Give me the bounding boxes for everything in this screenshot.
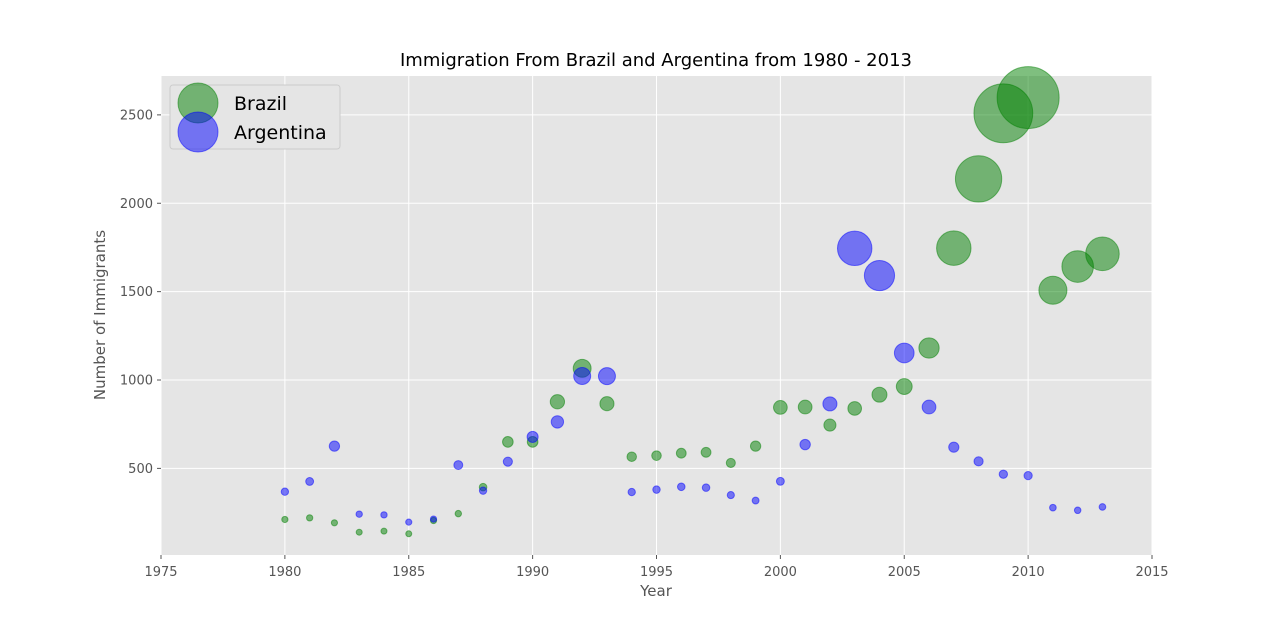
y-axis-label: Number of Immigrants <box>91 230 109 400</box>
bubble-brazil <box>405 530 413 538</box>
bubble-brazil <box>306 514 314 522</box>
bubble-brazil <box>773 400 788 415</box>
bubble-brazil <box>380 527 388 535</box>
bubble-argentina <box>550 415 565 429</box>
bubble-brazil <box>700 446 712 458</box>
x-tick-label: 1980 <box>268 565 301 580</box>
bubble-argentina <box>355 510 363 518</box>
bubble-argentina <box>775 476 785 486</box>
bubble-argentina <box>836 230 873 267</box>
bubble-brazil <box>797 399 813 415</box>
bubble-argentina <box>893 342 915 364</box>
bubble-argentina <box>1049 503 1057 512</box>
bubble-argentina <box>973 456 984 467</box>
bubble-argentina <box>1073 506 1082 515</box>
bubble-argentina <box>751 496 760 505</box>
bubble-argentina <box>627 487 636 497</box>
x-tick-label: 2015 <box>1135 565 1168 580</box>
x-tick-label: 2005 <box>888 565 921 580</box>
bubble-argentina <box>726 490 735 500</box>
x-tick-label: 1985 <box>392 565 425 580</box>
bubble-brazil <box>454 509 463 518</box>
x-tick-label: 1990 <box>516 565 549 580</box>
bubble-brazil <box>749 440 762 452</box>
x-tick-label: 2010 <box>1012 565 1045 580</box>
bubble-argentina <box>502 456 513 467</box>
bubble-brazil <box>626 451 637 462</box>
bubble-argentina <box>405 518 413 526</box>
bubble-argentina <box>822 396 838 412</box>
y-tick-label: 1000 <box>120 374 153 389</box>
bubble-brazil <box>1038 275 1068 305</box>
y-tick-label: 2500 <box>120 108 153 123</box>
legend-label-brazil: Brazil <box>234 93 287 115</box>
bubble-argentina <box>676 482 686 492</box>
bubble-brazil <box>281 515 289 524</box>
bubble-brazil <box>871 386 888 403</box>
bubble-brazil <box>996 66 1060 130</box>
bubble-argentina <box>1023 471 1033 481</box>
y-tick-label: 500 <box>128 462 153 477</box>
bubble-layer <box>280 66 1120 538</box>
bubble-argentina <box>863 259 896 292</box>
bubble-argentina <box>948 441 960 453</box>
bubble-brazil <box>918 337 940 359</box>
bubble-argentina <box>526 430 539 443</box>
bubble-argentina <box>597 367 616 386</box>
bubble-brazil <box>847 401 863 416</box>
bubble-argentina <box>998 469 1009 479</box>
legend-label-argentina: Argentina <box>234 122 327 144</box>
bubble-brazil <box>651 450 662 461</box>
bubble-brazil <box>823 418 837 432</box>
bubble-brazil <box>599 396 615 412</box>
chart-title: Immigration From Brazil and Argentina fr… <box>400 50 912 71</box>
bubble-brazil <box>725 457 736 468</box>
legend: Brazil Argentina <box>169 82 341 153</box>
bubble-brazil <box>675 447 687 459</box>
bubble-brazil <box>330 519 339 527</box>
legend-marker-argentina <box>177 111 219 153</box>
bubble-brazil <box>954 155 1003 203</box>
bubble-brazil <box>355 528 363 536</box>
bubble-argentina <box>1098 503 1107 511</box>
bubble-argentina <box>478 486 488 495</box>
bubble-argentina <box>701 483 711 492</box>
y-tick-label: 1500 <box>120 285 153 300</box>
bubble-argentina <box>573 366 592 385</box>
bubble-brazil <box>502 436 514 448</box>
bubble-brazil <box>549 394 566 410</box>
x-axis-label: Year <box>639 582 673 600</box>
x-tick-label: 1995 <box>640 565 673 580</box>
x-tick-label: 2000 <box>764 565 797 580</box>
bubble-argentina <box>380 511 388 519</box>
x-tick-label: 1975 <box>144 565 177 580</box>
bubble-argentina <box>652 485 661 494</box>
bubble-argentina <box>453 460 464 470</box>
axis-ticks: 1975 1980 1985 1990 1995 2000 2005 2010 2015 500 1… <box>120 108 1169 580</box>
grid-lines <box>160 76 1153 555</box>
bubble-argentina <box>429 515 438 523</box>
y-tick-label: 2000 <box>120 197 153 212</box>
bubble-argentina <box>280 487 290 496</box>
bubble-argentina <box>305 477 315 486</box>
bubble-argentina <box>328 440 341 452</box>
bubble-brazil <box>895 378 913 395</box>
bubble-brazil <box>1085 236 1120 272</box>
bubble-argentina <box>799 438 811 451</box>
bubble-brazil <box>936 230 972 266</box>
bubble-argentina <box>921 399 937 415</box>
